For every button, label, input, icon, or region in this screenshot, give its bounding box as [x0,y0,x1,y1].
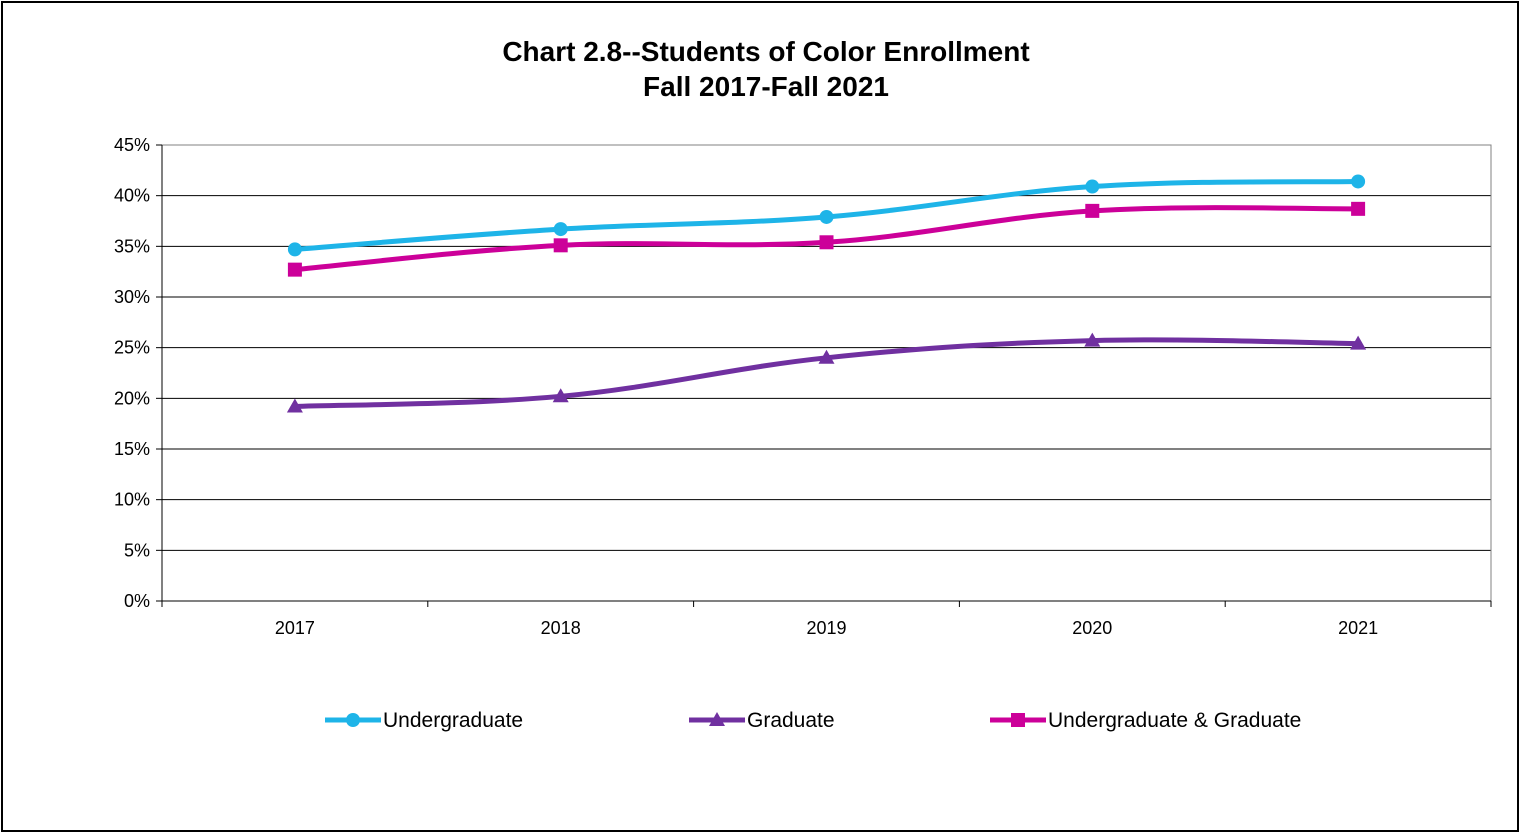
data-point [1085,203,1100,218]
x-tick-label: 2021 [1338,618,1378,638]
data-point [1351,174,1366,189]
legend-item: Graduate [689,709,835,732]
legend: Undergraduate Graduate Undergraduate & Gra… [325,709,1301,732]
x-tick-label: 2020 [1072,618,1112,638]
data-point [553,238,568,253]
data-point [287,242,302,257]
data-point [553,222,568,237]
data-point [1351,201,1366,216]
chart-title-block: Chart 2.8--Students of Color Enrollment … [0,34,1522,104]
legend-marker [346,713,360,727]
x-tick-label: 2018 [541,618,581,638]
data-point [819,209,834,224]
x-axis-tick-labels: 2017 2018 2019 2020 2021 [275,618,1378,638]
y-tick-label: 20% [114,388,150,408]
y-tick-label: 25% [114,338,150,358]
y-tick-label: 35% [114,236,150,256]
data-point [1084,332,1101,347]
series-square [287,201,1366,277]
legend-label: Undergraduate & Graduate [1048,709,1301,732]
data-point [1350,335,1367,350]
chart-subtitle: Fall 2017-Fall 2021 [643,71,889,102]
y-tick-label: 10% [114,490,150,510]
legend-label: Graduate [747,709,835,732]
legend-label: Undergraduate [383,709,523,732]
series-circle [287,174,1366,257]
y-tick-label: 5% [124,540,150,560]
data-point [287,262,302,277]
data-point [819,235,834,250]
legend-item: Undergraduate [325,709,523,732]
gridlines [162,144,1491,551]
axes [156,144,1492,607]
y-tick-label: 40% [114,186,150,206]
y-tick-label: 45% [114,135,150,155]
data-point [1085,179,1100,194]
y-tick-label: 30% [114,287,150,307]
y-tick-label: 0% [124,591,150,611]
x-tick-label: 2017 [275,618,315,638]
series-layer [286,174,1367,413]
legend-marker [1011,713,1025,727]
data-point [818,349,835,364]
chart-title: Chart 2.8--Students of Color Enrollment [502,36,1030,67]
legend-marker [709,712,725,726]
legend-item: Undergraduate & Graduate [990,709,1301,732]
x-tick-label: 2019 [806,618,846,638]
series-triangle [286,332,1367,413]
data-point [552,388,569,403]
y-axis-tick-labels: 0% 5% 10% 15% 20% 25% 30% 35% 40% 45% [114,135,150,611]
y-tick-label: 15% [114,439,150,459]
data-point [286,398,303,413]
